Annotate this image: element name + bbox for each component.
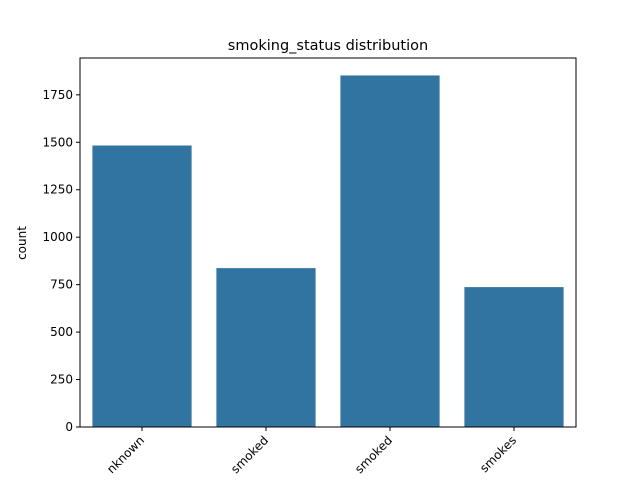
plot-frame [79,57,577,428]
y-axis-title: count [15,226,29,260]
bars-group [92,75,564,428]
y-tick-label-4: 1000 [42,230,73,244]
y-tick-label-0: 0 [65,420,73,434]
y-tick-label-5: 1250 [42,183,73,197]
chart-title: smoking_status distribution [228,38,428,54]
x-tick-label-0: nknown [104,433,147,476]
y-axis: 0 250 500 750 1000 1250 1500 1750 [42,88,80,434]
x-tick-label-1: smoked [228,433,271,476]
y-tick-label-2: 500 [50,325,73,339]
y-tick-label-3: 750 [50,278,73,292]
x-tick-label-2: smoked [352,433,395,476]
bar-2 [340,75,440,428]
x-tick-label-3: smokes [477,433,519,475]
x-axis: nknown smoked smoked smokes [104,427,519,476]
bar-0 [92,145,192,427]
bar-1 [216,268,316,427]
bar-3 [464,287,564,427]
y-tick-label-6: 1500 [42,135,73,149]
y-tick-label-7: 1750 [42,88,73,102]
y-tick-label-1: 250 [50,373,73,387]
